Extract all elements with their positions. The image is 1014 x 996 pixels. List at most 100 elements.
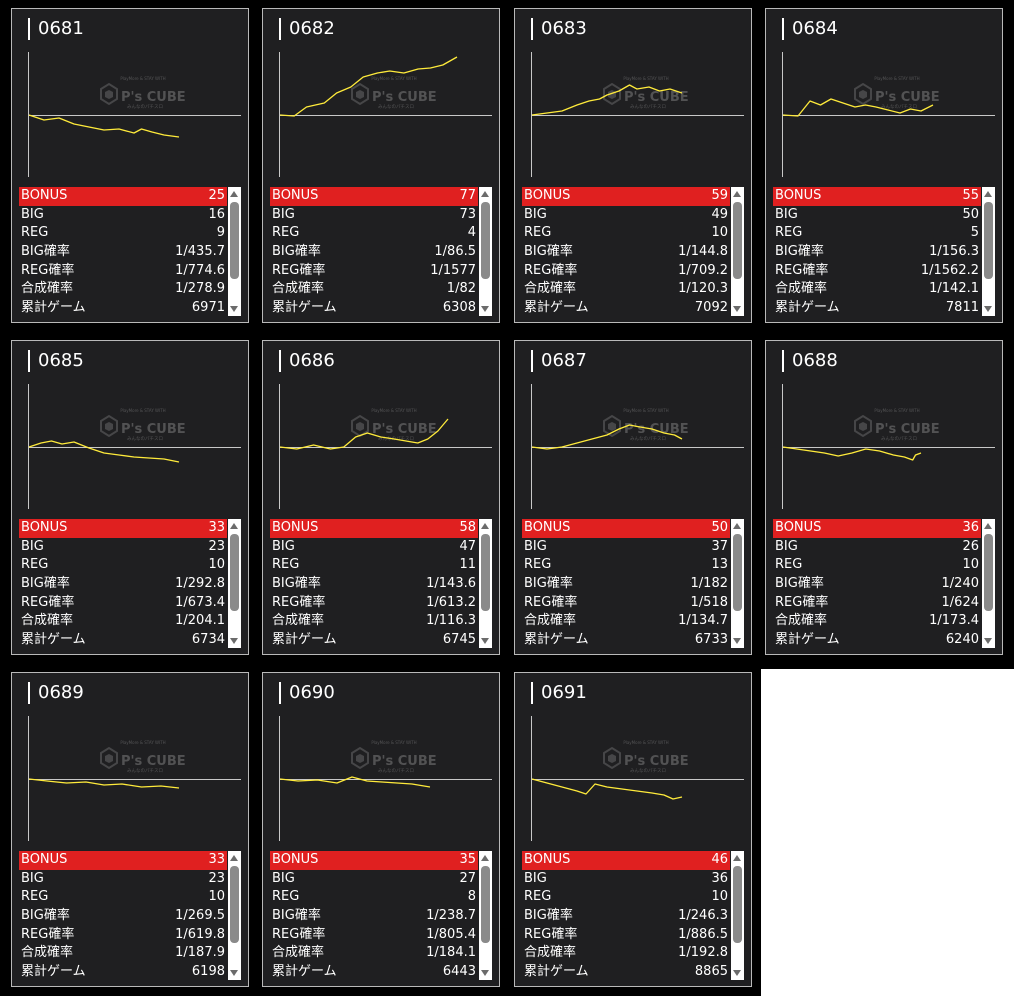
- stats-scrollbar[interactable]: [479, 851, 492, 980]
- scroll-thumb[interactable]: [984, 202, 993, 279]
- scroll-thumb[interactable]: [733, 534, 742, 611]
- big-rate-row: BIG確率 1/238.7: [270, 907, 478, 926]
- big-row: BIG 26: [773, 538, 981, 557]
- machine-card[interactable]: 0685 PlayMore & STAY WITH P's CUBE みんなのパチスロ…: [11, 340, 249, 655]
- stats-scrollbar[interactable]: [479, 519, 492, 648]
- stat-label: REG確率: [524, 594, 578, 610]
- scroll-down-arrow-icon[interactable]: [230, 970, 238, 976]
- scroll-down-arrow-icon[interactable]: [733, 970, 741, 976]
- stat-label: BONUS: [524, 520, 571, 535]
- stat-value: 1/435.7: [175, 244, 225, 260]
- stat-value: 1/173.4: [929, 613, 979, 629]
- reg-rate-row: REG確率 1/1577: [270, 262, 478, 281]
- slump-line: [279, 56, 458, 117]
- title-accent-bar: [279, 682, 281, 704]
- title-accent-bar: [531, 18, 533, 40]
- stats-scrollbar[interactable]: [731, 851, 744, 980]
- scroll-thumb[interactable]: [230, 534, 239, 611]
- scroll-down-arrow-icon[interactable]: [984, 306, 992, 312]
- scroll-down-arrow-icon[interactable]: [733, 306, 741, 312]
- machine-card[interactable]: 0691 PlayMore & STAY WITH P's CUBE みんなのパチスロ…: [514, 672, 752, 987]
- stat-label: BIG: [524, 538, 547, 554]
- stat-label: BIG: [21, 870, 44, 886]
- stat-label: REG: [21, 557, 49, 573]
- watermark-tagline: PlayMore & STAY WITH: [874, 76, 919, 81]
- scroll-thumb[interactable]: [230, 866, 239, 943]
- machine-card[interactable]: 0690 PlayMore & STAY WITH P's CUBE みんなのパチスロ…: [262, 672, 500, 987]
- scroll-thumb[interactable]: [230, 202, 239, 279]
- stat-value: 1/613.2: [426, 594, 476, 610]
- reg-row: REG 5: [773, 224, 981, 243]
- scroll-down-arrow-icon[interactable]: [733, 638, 741, 644]
- scroll-thumb[interactable]: [733, 202, 742, 279]
- scroll-up-arrow-icon[interactable]: [984, 191, 992, 197]
- scroll-down-arrow-icon[interactable]: [984, 638, 992, 644]
- stat-label: 累計ゲーム: [21, 632, 86, 648]
- scroll-thumb[interactable]: [733, 866, 742, 943]
- stat-value: 27: [459, 870, 476, 886]
- machine-card[interactable]: 0686 PlayMore & STAY WITH P's CUBE みんなのパチスロ…: [262, 340, 500, 655]
- stat-value: 1/82: [446, 281, 476, 297]
- bonus-row: BONUS 77: [270, 187, 478, 206]
- big-rate-row: BIG確率 1/144.8: [522, 243, 730, 262]
- watermark-sub: みんなのパチスロ: [881, 103, 917, 110]
- machine-card[interactable]: 0688 PlayMore & STAY WITH P's CUBE みんなのパチスロ…: [765, 340, 1003, 655]
- stats-scrollbar[interactable]: [731, 519, 744, 648]
- scroll-up-arrow-icon[interactable]: [733, 191, 741, 197]
- machine-card[interactable]: 0683 PlayMore & STAY WITH P's CUBE みんなのパチスロ…: [514, 8, 752, 323]
- machine-card[interactable]: 0687 PlayMore & STAY WITH P's CUBE みんなのパチスロ…: [514, 340, 752, 655]
- scroll-down-arrow-icon[interactable]: [230, 638, 238, 644]
- scroll-thumb[interactable]: [481, 202, 490, 279]
- bonus-row: BONUS 36: [773, 519, 981, 538]
- scroll-up-arrow-icon[interactable]: [733, 855, 741, 861]
- scroll-thumb[interactable]: [984, 534, 993, 611]
- scroll-up-arrow-icon[interactable]: [230, 191, 238, 197]
- stat-label: REG確率: [524, 262, 578, 278]
- stat-value: 1/143.6: [426, 576, 476, 592]
- scroll-up-arrow-icon[interactable]: [230, 523, 238, 529]
- cube-icon: [100, 746, 118, 770]
- stats-scrollbar[interactable]: [228, 187, 241, 316]
- stat-label: 累計ゲーム: [21, 300, 86, 316]
- big-row: BIG 27: [270, 870, 478, 889]
- stat-value: 1/886.5: [678, 926, 728, 942]
- stats-scrollbar[interactable]: [982, 519, 995, 648]
- stat-value: 8: [467, 889, 476, 905]
- stat-label: BIG確率: [524, 908, 573, 924]
- scroll-up-arrow-icon[interactable]: [481, 523, 489, 529]
- stats-scrollbar[interactable]: [479, 187, 492, 316]
- machine-card[interactable]: 0681 PlayMore & STAY WITH P's CUBE みんなのパチスロ…: [11, 8, 249, 323]
- scroll-down-arrow-icon[interactable]: [230, 306, 238, 312]
- scroll-thumb[interactable]: [481, 866, 490, 943]
- bonus-row: BONUS 55: [773, 187, 981, 206]
- stat-label: REG確率: [21, 926, 75, 942]
- total-games-row: 累計ゲーム 7811: [773, 299, 981, 318]
- scroll-down-arrow-icon[interactable]: [481, 306, 489, 312]
- stat-label: BIG確率: [524, 576, 573, 592]
- machine-card[interactable]: 0682 PlayMore & STAY WITH P's CUBE みんなのパチスロ…: [262, 8, 500, 323]
- stats-scrollbar[interactable]: [731, 187, 744, 316]
- machine-card[interactable]: 0684 PlayMore & STAY WITH P's CUBE みんなのパチスロ…: [765, 8, 1003, 323]
- machine-card[interactable]: 0689 PlayMore & STAY WITH P's CUBE みんなのパチスロ…: [11, 672, 249, 987]
- big-rate-row: BIG確率 1/269.5: [19, 907, 227, 926]
- combined-rate-row: 合成確率 1/204.1: [19, 612, 227, 631]
- stats-table: BONUS 35 BIG 27 REG 8 BIG確率 1/238.7 REG確率 1/805.4…: [270, 851, 478, 982]
- scroll-thumb[interactable]: [481, 534, 490, 611]
- scroll-up-arrow-icon[interactable]: [481, 191, 489, 197]
- scroll-up-arrow-icon[interactable]: [984, 523, 992, 529]
- stats-scrollbar[interactable]: [228, 519, 241, 648]
- stats-scrollbar[interactable]: [982, 187, 995, 316]
- scroll-down-arrow-icon[interactable]: [481, 970, 489, 976]
- watermark-sub: みんなのパチスロ: [881, 435, 917, 442]
- stats-scrollbar[interactable]: [228, 851, 241, 980]
- stat-label: BIG確率: [21, 908, 70, 924]
- stats-table: BONUS 46 BIG 36 REG 10 BIG確率 1/246.3 REG確率 1/886.…: [522, 851, 730, 982]
- scroll-down-arrow-icon[interactable]: [481, 638, 489, 644]
- scroll-up-arrow-icon[interactable]: [733, 523, 741, 529]
- slump-line: [782, 446, 922, 461]
- scroll-up-arrow-icon[interactable]: [481, 855, 489, 861]
- scroll-up-arrow-icon[interactable]: [230, 855, 238, 861]
- stat-label: REG: [272, 557, 300, 573]
